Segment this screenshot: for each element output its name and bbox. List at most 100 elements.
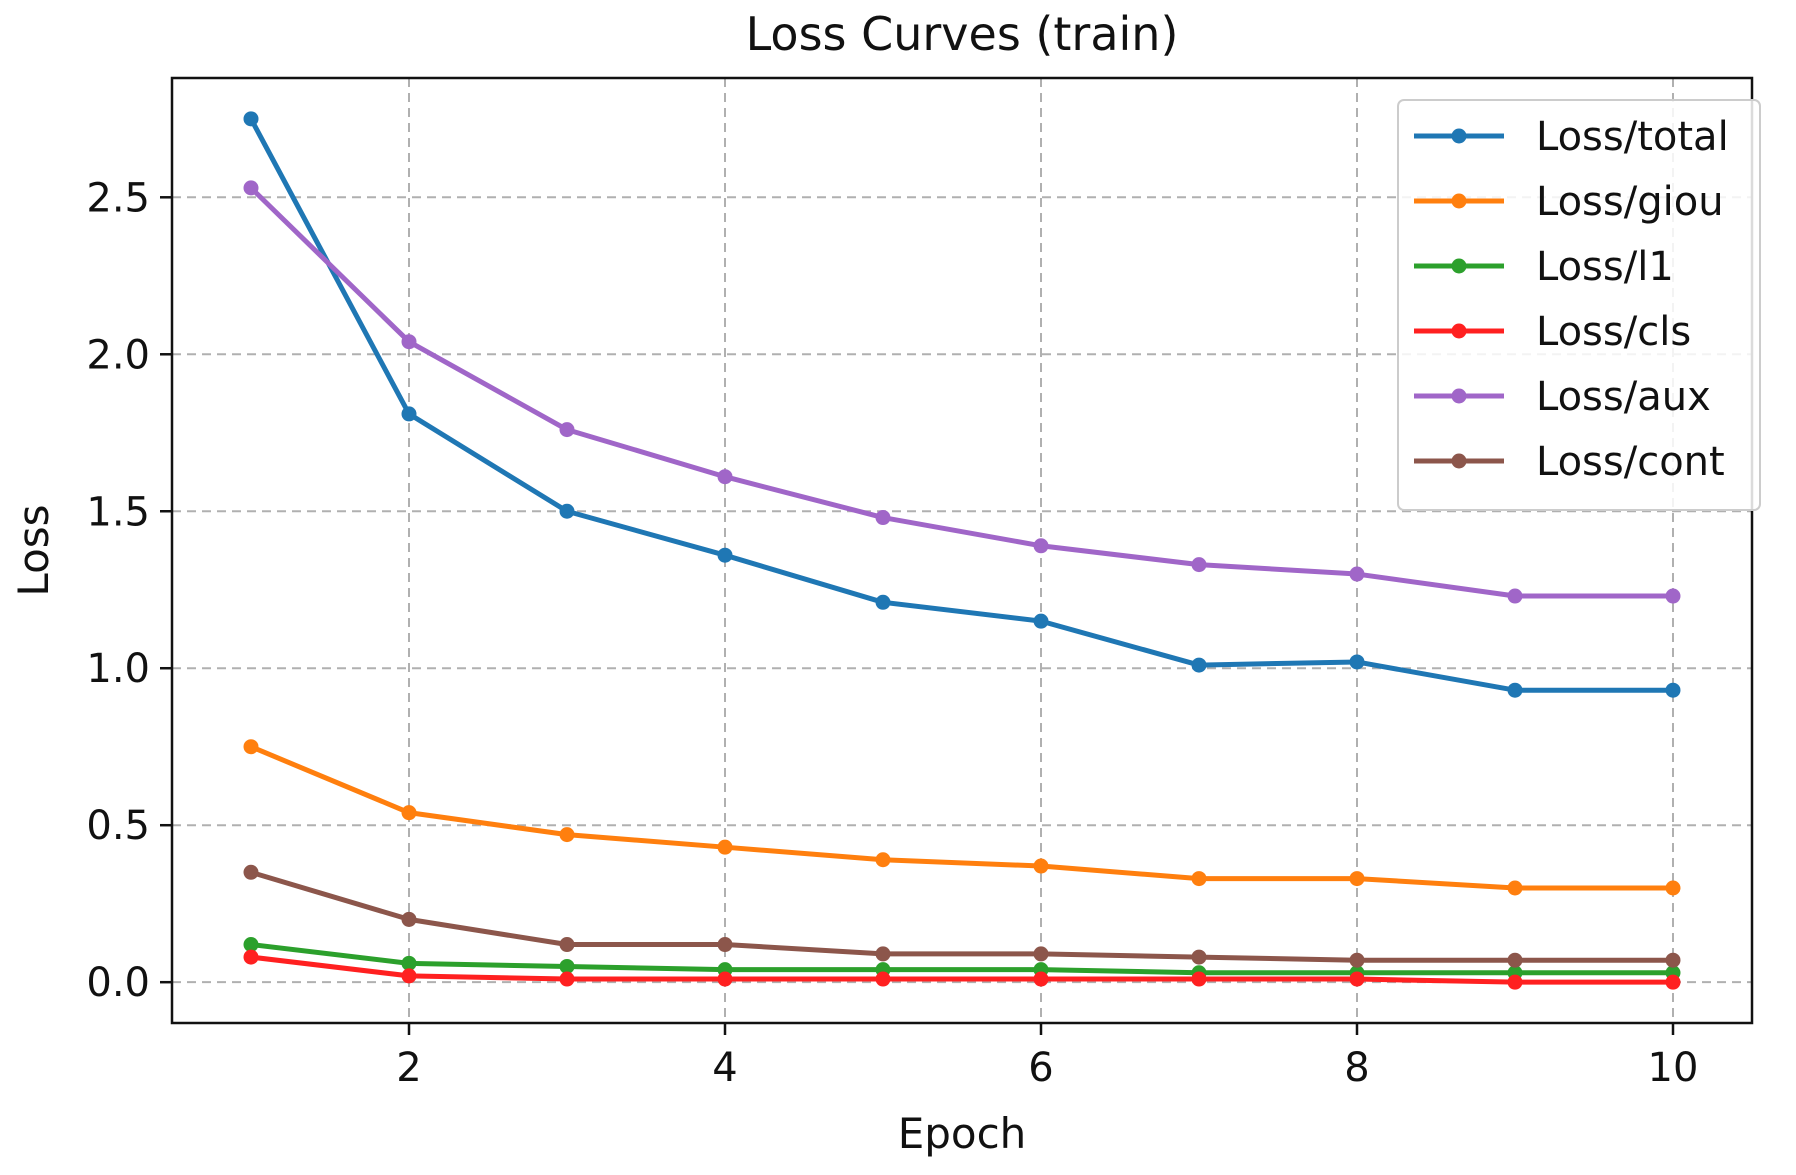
- data-point: [1033, 858, 1049, 874]
- data-point: [243, 111, 259, 127]
- data-point: [875, 594, 891, 610]
- data-point: [1349, 566, 1365, 582]
- x-axis-label: Epoch: [898, 1109, 1027, 1158]
- plot-frame: [170, 76, 1754, 1025]
- legend-item: Loss/cls: [1414, 309, 1691, 355]
- data-point: [401, 406, 417, 422]
- data-point: [1349, 654, 1365, 670]
- data-point: [1507, 974, 1523, 990]
- legend-swatch-marker: [1451, 128, 1467, 144]
- data-point: [717, 937, 733, 953]
- data-point: [1349, 971, 1365, 987]
- data-point: [717, 839, 733, 855]
- x-tick-label: 8: [1344, 1045, 1369, 1091]
- series-line: [250, 869, 1673, 963]
- data-point: [401, 968, 417, 984]
- legend-label: Loss/cls: [1536, 309, 1691, 355]
- chart-title: Loss Curves (train): [746, 7, 1179, 61]
- data-point: [1191, 971, 1207, 987]
- data-point: [875, 946, 891, 962]
- y-tick-label: 1.5: [86, 489, 150, 535]
- data-point: [717, 547, 733, 563]
- data-point: [1507, 588, 1523, 604]
- legend: Loss/total Loss/giou Loss/l1 Loss/cls Loss/a…: [1397, 99, 1761, 511]
- series-loss-aux: [243, 180, 1681, 604]
- data-point: [559, 971, 575, 987]
- data-point: [1191, 871, 1207, 887]
- data-point: [559, 503, 575, 519]
- data-point: [1665, 952, 1681, 968]
- data-point: [559, 422, 575, 438]
- data-point: [1665, 880, 1681, 896]
- series-line: [248, 117, 1673, 693]
- series-loss-cont: [243, 864, 1681, 968]
- data-point: [401, 334, 417, 350]
- data-point: [875, 510, 891, 526]
- x-tick-label: 10: [1648, 1045, 1699, 1091]
- data-point: [1349, 871, 1365, 887]
- legend-label: Loss/aux: [1536, 374, 1711, 420]
- data-point: [559, 958, 575, 974]
- data-point: [243, 739, 259, 755]
- y-axis-label: Loss: [9, 504, 58, 596]
- series-loss-total: [243, 111, 1681, 698]
- data-point: [1507, 682, 1523, 698]
- legend-item: Loss/cont: [1414, 439, 1725, 485]
- data-point: [559, 937, 575, 953]
- legend-label: Loss/giou: [1536, 179, 1724, 225]
- series-line: [250, 954, 1673, 985]
- data-point: [717, 971, 733, 987]
- legend-swatch-marker: [1451, 388, 1467, 404]
- data-point: [1033, 538, 1049, 554]
- data-point: [243, 937, 259, 953]
- legend-label: Loss/cont: [1536, 439, 1725, 485]
- data-point: [401, 805, 417, 821]
- data-point: [717, 469, 733, 485]
- data-point: [1033, 946, 1049, 962]
- data-point: [1665, 974, 1681, 990]
- data-point: [1033, 971, 1049, 987]
- series-line: [250, 744, 1673, 891]
- data-point: [1033, 613, 1049, 629]
- legend-item: Loss/l1: [1414, 244, 1674, 290]
- legend-swatch-marker: [1451, 323, 1467, 339]
- series-loss-giou: [243, 739, 1681, 896]
- data-point: [875, 971, 891, 987]
- data-point: [1507, 952, 1523, 968]
- data-point: [875, 852, 891, 868]
- data-point: [243, 864, 259, 880]
- legend-swatch-marker: [1451, 453, 1467, 469]
- y-tick-label: 1.0: [86, 646, 150, 692]
- legend-item: Loss/giou: [1414, 179, 1724, 225]
- data-point: [401, 911, 417, 927]
- legend-item: Loss/total: [1414, 114, 1729, 160]
- data-point: [401, 955, 417, 971]
- x-tick-label: 6: [1028, 1045, 1053, 1091]
- data-point: [1191, 657, 1207, 673]
- legend-swatch-marker: [1451, 258, 1467, 274]
- series-loss-cls: [243, 949, 1681, 990]
- y-tick-label: 0.0: [86, 960, 150, 1006]
- data-point: [243, 949, 259, 965]
- y-tick-label: 2.0: [86, 332, 150, 378]
- ticks: 2 4 6 8 10 0.0 0.5 1.0 1.5 2.0 2.5: [86, 175, 1698, 1091]
- legend-swatch-marker: [1451, 193, 1467, 209]
- y-tick-label: 0.5: [86, 803, 150, 849]
- legend-label: Loss/total: [1536, 114, 1729, 160]
- data-point: [559, 827, 575, 843]
- series-line: [250, 942, 1673, 976]
- data-point: [243, 180, 259, 196]
- data-point: [1507, 880, 1523, 896]
- legend-item: Loss/aux: [1414, 374, 1711, 420]
- data-point: [1191, 949, 1207, 965]
- data-point: [1665, 588, 1681, 604]
- y-tick-label: 2.5: [86, 175, 150, 221]
- data-point: [1191, 557, 1207, 573]
- x-tick-label: 4: [712, 1045, 737, 1091]
- series-line: [249, 186, 1673, 599]
- legend-label: Loss/l1: [1536, 244, 1674, 290]
- series-layer: [243, 111, 1681, 990]
- x-tick-label: 2: [396, 1045, 421, 1091]
